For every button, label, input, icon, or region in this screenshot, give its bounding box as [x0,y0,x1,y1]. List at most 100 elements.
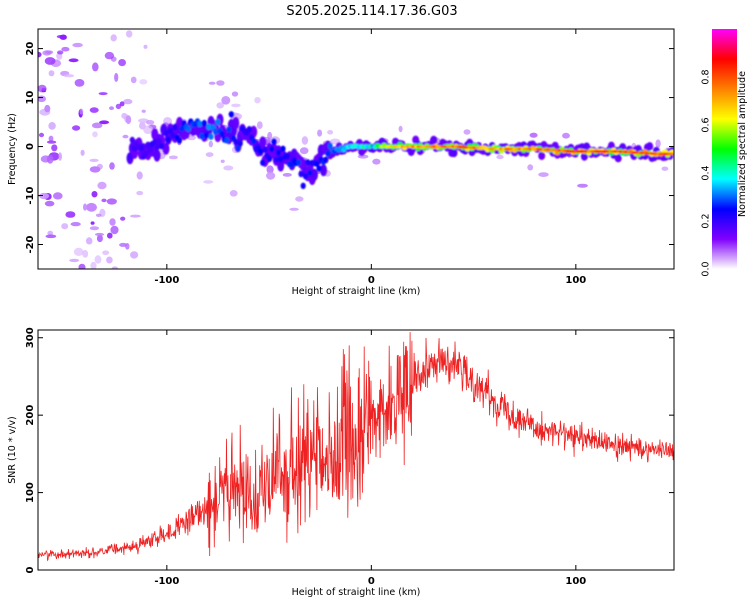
spectrogram-noise-blob [48,135,54,142]
spectrogram-noise-blob [120,216,126,221]
spectrogram-ridge-mid [327,142,333,150]
spectrogram-ridge-mid [208,133,214,140]
spectrogram-ridge-mid [246,126,252,133]
spectrogram-xlabel: Height of straight line (km) [292,286,421,297]
spectrogram-noise-blob [38,51,42,58]
spectrogram-noise-blob [107,232,113,239]
spectrogram-noise-blob [130,251,139,259]
spectrogram-noise-blob [51,144,58,152]
spectrogram-noise-blob [562,132,570,139]
spectrogram-ridge-mid [296,159,302,166]
spectrogram-noise-blob [119,242,128,247]
spectrogram-ridge-mid [129,136,135,144]
spectrogram-noise-blob [98,92,108,96]
spectrogram-noise-blob [79,108,84,115]
spectrogram-noise-blob [295,196,304,202]
spectrogram-noise-blob [83,203,87,211]
spectrogram-noise-blob [89,158,99,162]
spectrogram-ridge-mid [143,150,149,157]
spectrogram-noise-blob [61,223,69,230]
spectrogram-plot-area [38,30,674,269]
spectrogram-noise-blob [496,154,504,160]
spectrogram-noise-blob [38,84,47,93]
spectrogram-noise-blob [282,173,292,177]
spectrogram-ridge-mid [224,137,230,144]
spectrogram-noise-blob [208,140,213,148]
spectrogram-noise-blob [208,81,216,85]
spectrogram-noise-blob [231,103,241,108]
spectrogram-noise-blob [38,95,46,103]
spectrogram-noise-blob [130,76,137,84]
spectrogram-ridge-halo [430,135,438,145]
snr-panel: -100 0 100 0 100 200 300 Height of straight li… [7,327,675,598]
spectrogram-noise-blob [102,250,110,255]
spectrogram-ridge-mid [323,156,329,163]
spectrogram-noise-blob [205,152,214,158]
spectrogram-ridge-mid [325,150,331,157]
spectrogram-noise-blob [655,139,661,148]
spectrogram-ridge-halo [259,136,267,149]
spectrogram-noise-blob [266,165,274,174]
spectrogram-noise-blob [136,190,144,196]
spectrogram-noise-blob [119,101,125,107]
spectrogram-noise-blob [463,129,471,135]
spectrogram-ridge-mid [237,140,243,147]
spectrogram-ridge-mid [201,119,207,127]
spectrogram-noise-blob [299,147,309,155]
colorbar-tick-label: 0.6 [701,117,712,132]
colorbar-tick-label: 0.4 [701,165,712,180]
spectrogram-noise-blob [68,58,79,63]
spectrogram-noise-blob [101,198,107,203]
spectrogram-ytick-label: 10 [25,91,36,105]
spectrogram-noise-blob [527,164,534,171]
spectrogram-noise-blob [317,129,323,137]
spectrogram-noise-blob [109,218,116,226]
spectrogram-noise-blob [111,266,119,269]
spectrogram-ridge-mid [167,127,174,134]
spectrogram-ridge-mid [314,160,320,167]
spectrogram-ridge-halo [232,117,240,129]
spectrogram-ridge-mid [176,137,183,144]
spectrogram-ytick-label: -10 [25,186,36,204]
snr-xlabel: Height of straight line (km) [292,587,421,598]
spectrogram-ridge-halo [580,152,588,161]
spectrogram-ridge-halo [320,164,327,177]
spectrogram-noise-blob [118,59,126,67]
spectrogram-noise-blob [65,211,76,218]
spectrogram-noise-blob [94,255,102,264]
spectrogram-noise-blob [123,98,133,105]
spectrogram-ridge-halo [614,154,622,163]
spectrogram-noise-blob [92,62,99,72]
spectrogram-noise-blob [96,163,103,170]
spectrogram-ridge-mid [298,170,304,178]
spectrogram-noise-blob [221,96,231,105]
spectrogram-noise-blob [47,230,53,236]
spectrogram-noise-blob [139,121,146,130]
spectrogram-noise-blob [203,180,214,184]
spectrogram-ridge-mid [127,153,133,160]
spectrogram-ridge-mid [212,128,219,136]
spectrogram-noise-blob [229,190,238,197]
spectrogram-noise-blob [115,103,122,110]
spectrogram-noise-blob [577,183,588,188]
spectrogram-noise-blob [73,247,84,256]
spectrogram-ridge-mid [145,141,151,148]
spectrogram-noise-blob [46,154,54,164]
spectrogram-ridge-mid [284,152,291,160]
spectrogram-noise-blob [99,120,110,125]
spectrogram-noise-blob [56,35,64,39]
spectrogram-noise-blob [216,80,225,86]
spectrogram-noise-blob [301,136,309,145]
spectrogram-noise-blob [45,50,54,54]
spectrogram-noise-blob [97,181,107,190]
spectrogram-noise-blob [45,234,57,239]
spectrogram-noise-blob [529,132,538,138]
spectrogram-ridge-mid [235,145,241,152]
spectrogram-ridge-halo [162,142,170,155]
spectrogram-xtick-label: 100 [565,275,586,286]
spectrogram-ridge-mid [158,142,165,150]
spectrogram-ridge-mid [307,169,313,177]
figure-title: S205.2025.114.17.36.G03 [286,4,457,19]
spectrogram-ridge-mid [172,123,178,131]
